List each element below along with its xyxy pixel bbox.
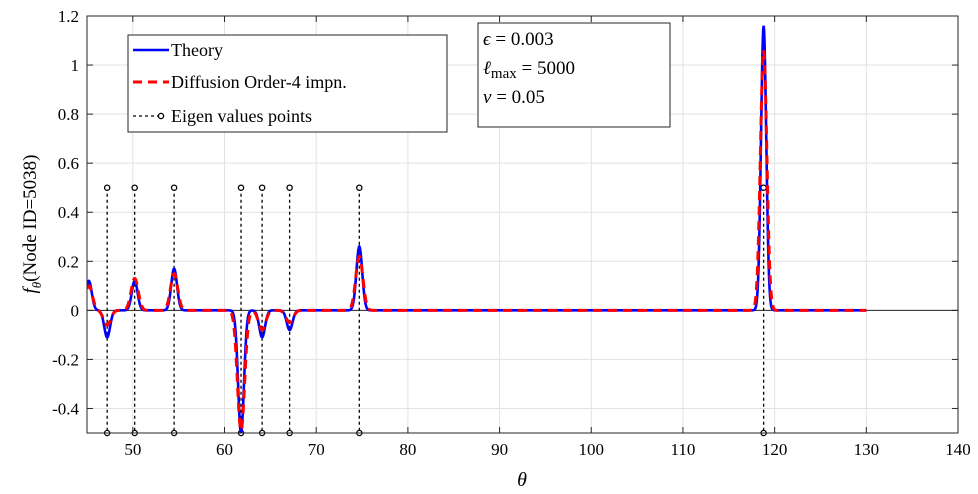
annotation-epsilon: ϵ = 0.003 [483, 29, 554, 50]
x-tick-label: 70 [308, 440, 325, 459]
legend-diffusion-label: Diffusion Order-4 impn. [171, 72, 347, 92]
eigen-value-marker-top [286, 184, 293, 191]
parameter-annotation: ϵ = 0.003 ℓmax = 5000 v = 0.05 [477, 22, 671, 128]
y-tick-label: 0 [71, 301, 80, 320]
eigen-value-marker-top [170, 184, 178, 191]
diffusion-line [87, 50, 867, 433]
eigen-value-marker-top [237, 184, 245, 191]
eigen-value-marker-top [760, 184, 767, 191]
x-tick-label: 90 [491, 440, 508, 459]
legend-theory-label: Theory [171, 40, 223, 60]
y-tick-label: 1 [71, 56, 80, 75]
eigen-value-marker-top [258, 184, 266, 191]
x-tick-label: 100 [579, 440, 605, 459]
x-tick-label: 60 [216, 440, 233, 459]
eigen-value-marker-top [131, 184, 138, 191]
x-tick-label: 110 [671, 440, 696, 459]
y-tick-label: -0.2 [52, 350, 79, 369]
legend: Theory Diffusion Order-4 impn. Eigen val… [127, 34, 448, 133]
legend-box [127, 34, 448, 133]
y-tick-label: 0.8 [58, 105, 79, 124]
legend-eigen-label: Eigen values points [171, 106, 312, 126]
x-tick-label: 80 [399, 440, 416, 459]
legend-eigen-marker [157, 112, 165, 120]
x-ticks: 50 60 70 80 90 100 110 120 130 140 [124, 16, 971, 459]
x-tick-label: 50 [124, 440, 141, 459]
x-tick-label: 140 [945, 440, 971, 459]
y-tick-label: -0.4 [52, 399, 79, 418]
x-tick-label: 130 [854, 440, 880, 459]
eigen-value-marker-top [356, 184, 363, 191]
y-axis-label: fθ(Node ID=5038) [20, 155, 44, 294]
x-tick-label: 120 [762, 440, 788, 459]
y-tick-label: 0.4 [58, 203, 80, 222]
y-tick-label: 1.2 [58, 7, 79, 26]
x-axis-label: θ [517, 469, 527, 491]
y-tick-label: 0.6 [58, 154, 79, 173]
annotation-box [477, 22, 671, 128]
eigen-value-marker-top [103, 184, 111, 191]
annotation-lmax: ℓmax = 5000 [483, 58, 575, 82]
annotation-v: v = 0.05 [483, 87, 545, 108]
y-ticks: -0.4 -0.2 0 0.2 0.4 0.6 0.8 1 1.2 [52, 7, 958, 418]
y-tick-label: 0.2 [58, 252, 79, 271]
axes-frame [86, 15, 959, 434]
